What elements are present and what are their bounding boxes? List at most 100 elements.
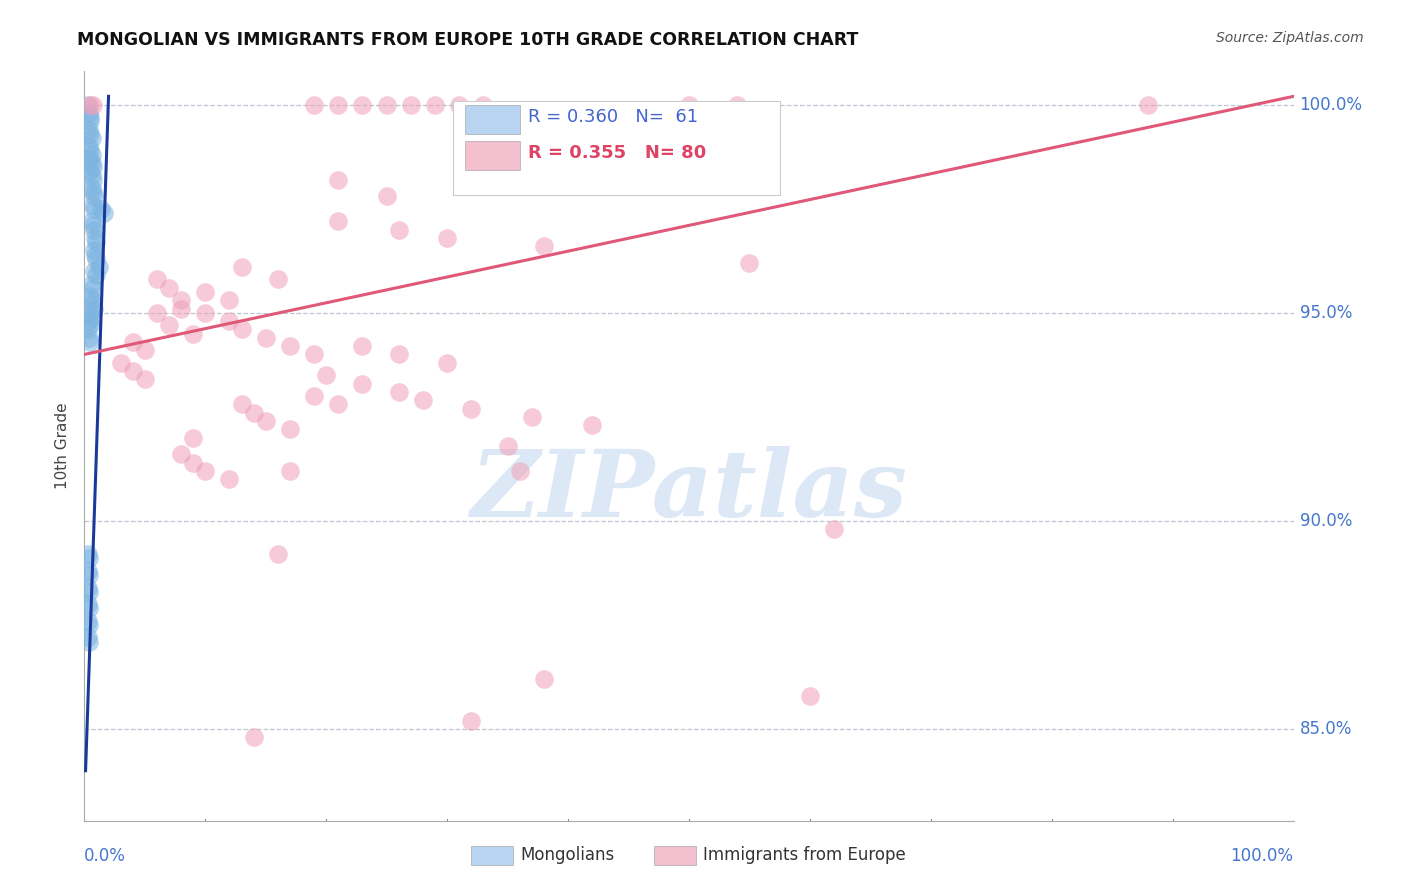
Point [79,97,101,112]
Point [79,334,101,349]
Point [436,356,458,370]
Point [170,293,193,308]
Point [388,384,411,399]
Point [231,260,253,274]
Point [86,252,108,266]
Point [82,185,104,199]
Point [80,131,103,145]
FancyBboxPatch shape [453,102,780,195]
Point [352,97,374,112]
Y-axis label: 10th Grade: 10th Grade [55,402,70,490]
Point [823,522,845,536]
Point [388,347,411,361]
Point [83,244,105,258]
Point [725,97,748,112]
Point [460,714,482,728]
Point [77,614,100,628]
Point [218,314,240,328]
Point [218,472,240,486]
Text: R = 0.355   N= 80: R = 0.355 N= 80 [529,144,706,162]
Point [79,114,101,128]
Text: 0.0%: 0.0% [84,847,127,865]
Text: MONGOLIAN VS IMMIGRANTS FROM EUROPE 10TH GRADE CORRELATION CHART: MONGOLIAN VS IMMIGRANTS FROM EUROPE 10TH… [77,31,859,49]
Point [77,106,100,120]
Point [181,326,204,341]
Point [80,147,103,161]
Point [82,97,104,112]
Point [82,172,104,186]
Point [520,409,543,424]
Point [134,372,156,386]
Point [460,401,482,416]
Point [77,331,100,345]
Text: 100.0%: 100.0% [1299,95,1362,113]
Point [77,547,100,561]
Point [83,189,105,203]
Point [86,268,108,283]
Point [77,581,100,595]
Point [449,97,471,112]
Point [77,584,100,599]
Point [77,597,100,611]
Point [170,447,193,461]
Point [121,334,143,349]
Point [218,293,240,308]
Text: ZIPatlas: ZIPatlas [471,446,907,536]
Point [77,601,100,615]
Point [110,356,132,370]
Point [83,301,105,316]
Text: R = 0.360   N=  61: R = 0.360 N= 61 [529,108,699,126]
Point [157,281,180,295]
Point [77,122,100,136]
Point [399,97,422,112]
Point [77,568,100,582]
Point [254,331,277,345]
Point [77,551,100,566]
Point [157,318,180,333]
Point [79,152,101,166]
Point [80,310,103,324]
Point [77,314,100,328]
Bar [465,141,520,169]
Text: Immigrants from Europe: Immigrants from Europe [703,847,905,864]
Point [678,97,700,112]
Point [121,364,143,378]
Point [533,239,555,253]
Point [82,160,104,174]
Point [77,322,100,336]
Point [278,339,301,353]
Point [472,97,495,112]
Point [79,164,101,178]
Point [77,139,100,153]
Point [82,197,104,211]
Point [267,272,290,286]
Point [194,285,217,299]
Point [388,222,411,236]
Point [93,206,115,220]
Point [146,306,169,320]
Point [375,189,398,203]
Point [82,297,104,311]
Text: 95.0%: 95.0% [1299,304,1353,322]
Point [302,347,325,361]
Point [79,289,101,303]
Point [352,339,374,353]
Point [278,422,301,436]
Point [194,306,217,320]
Point [79,318,101,333]
Point [79,110,101,124]
Point [509,464,531,478]
Point [80,293,103,308]
Point [77,618,100,632]
Point [80,214,103,228]
Point [181,456,204,470]
Point [77,631,100,645]
Point [278,464,301,478]
Point [80,156,103,170]
Point [302,389,325,403]
Point [375,97,398,112]
Point [315,368,337,383]
Point [533,672,555,686]
Point [146,272,169,286]
Point [302,97,325,112]
